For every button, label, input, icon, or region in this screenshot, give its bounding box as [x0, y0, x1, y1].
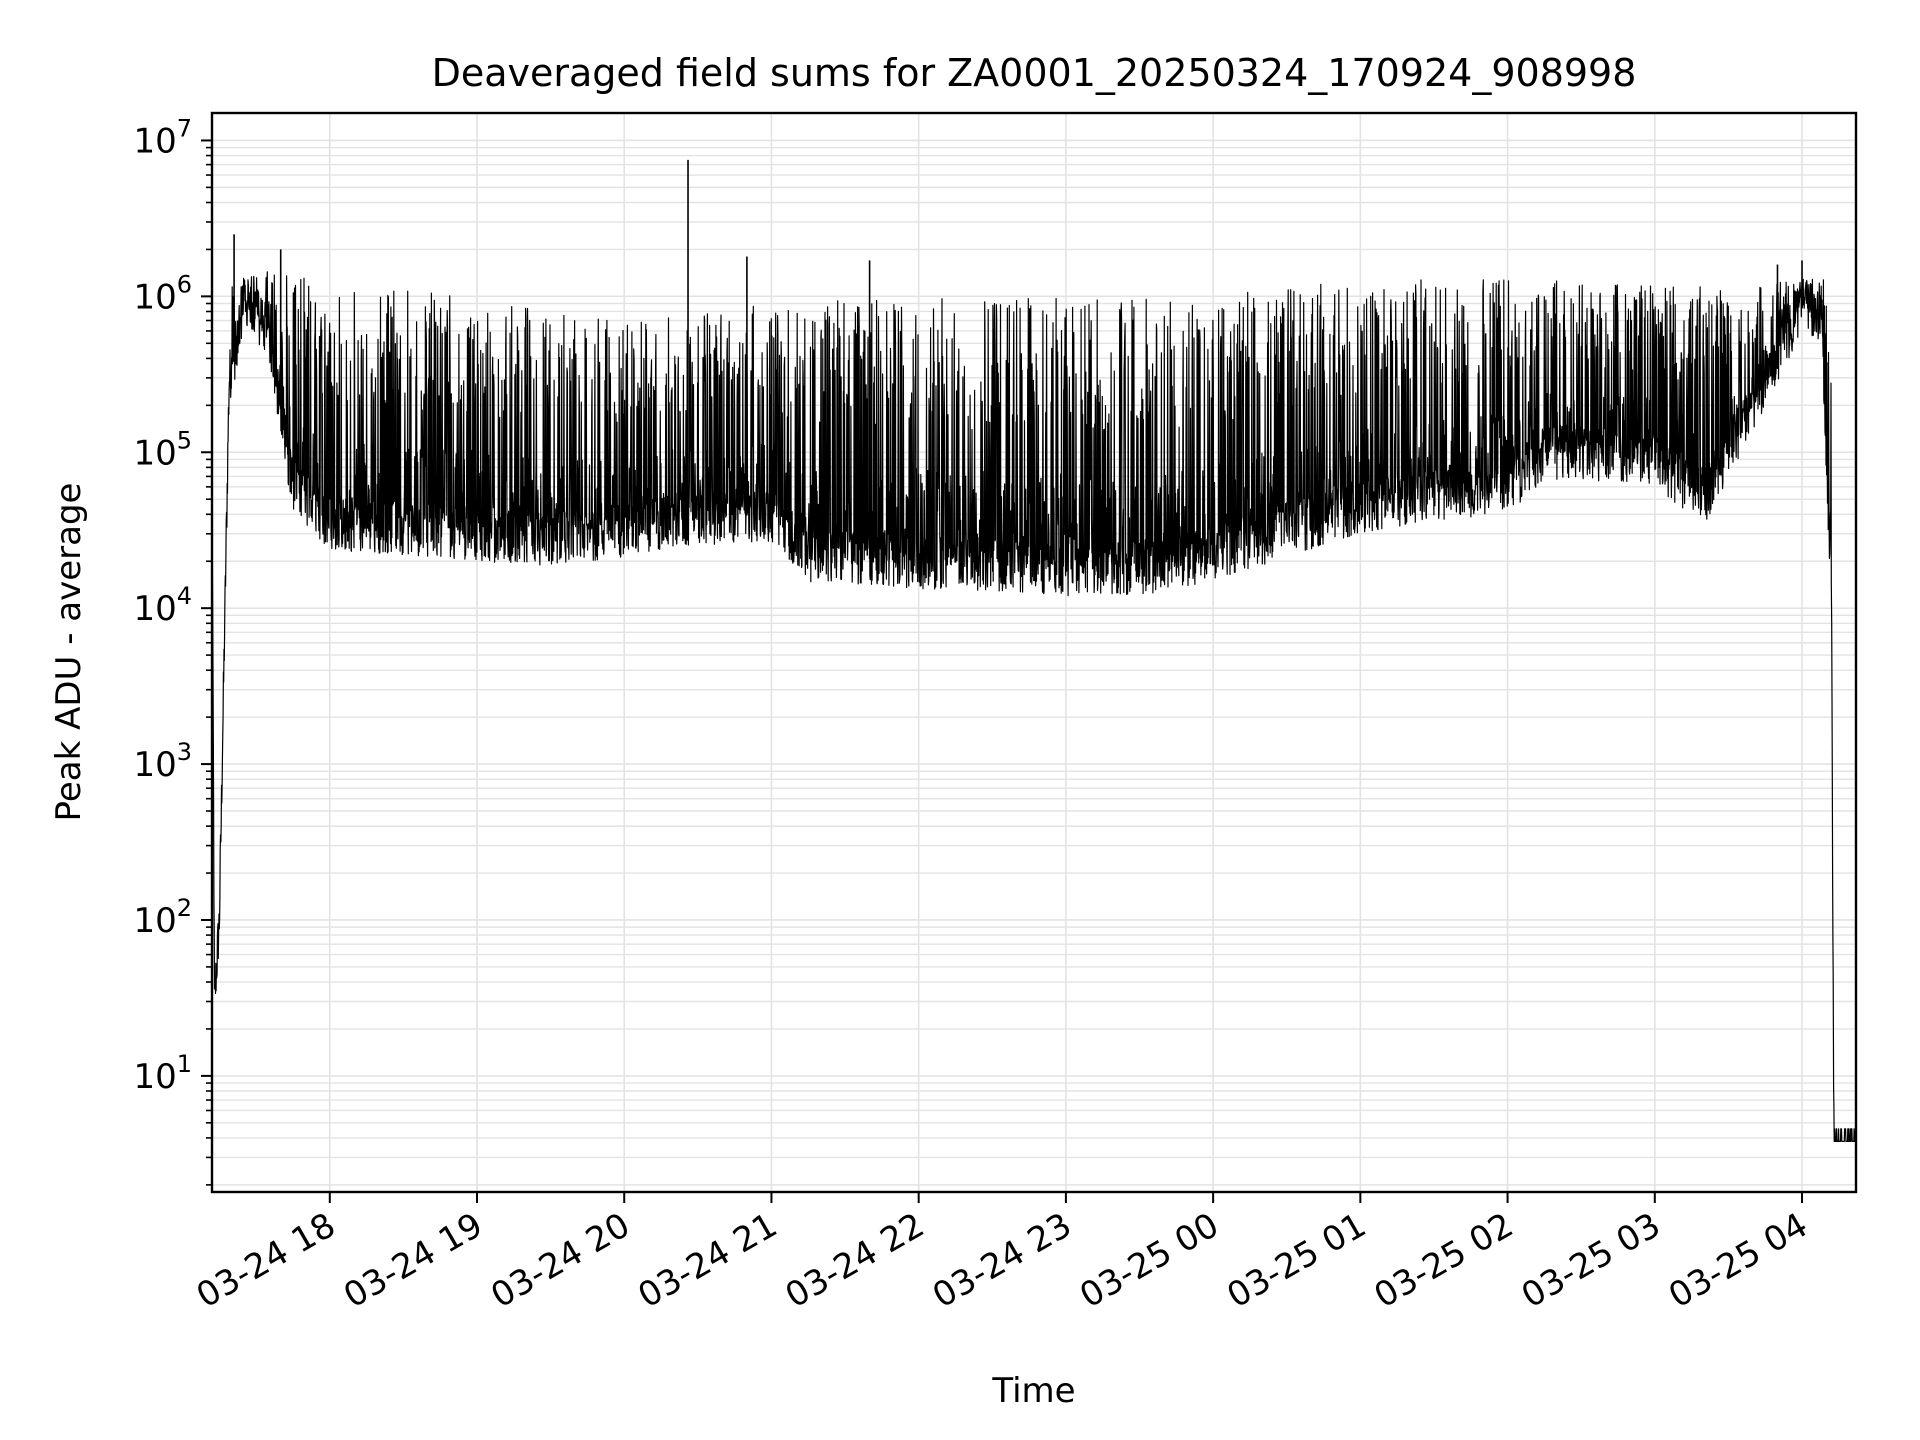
x-tick-label: 03-24 21 [632, 1205, 784, 1316]
y-tick-label: 101 [133, 1050, 192, 1097]
x-tick-label: 03-24 23 [926, 1205, 1078, 1316]
y-tick-label: 107 [133, 114, 192, 161]
y-tick-label: 104 [133, 582, 192, 629]
x-tick-label: 03-25 03 [1515, 1205, 1667, 1316]
x-tick-label: 03-25 01 [1220, 1205, 1372, 1316]
x-axis-label: Time [991, 1371, 1075, 1411]
grid-lines [212, 113, 1856, 1192]
x-tick-label: 03-24 20 [484, 1205, 636, 1316]
x-tick-label: 03-25 02 [1368, 1205, 1520, 1316]
series-path [211, 271, 1857, 1142]
y-axis-label: Peak ADU - average [49, 483, 89, 822]
series-line [211, 159, 1857, 1142]
y-axis: 101 102 103 104 105 106 107 [133, 114, 212, 1186]
y-tick-label: 106 [133, 270, 192, 317]
x-tick-label: 03-24 22 [779, 1205, 931, 1316]
x-tick-label: 03-24 18 [190, 1205, 342, 1316]
plot-frame [210, 111, 1858, 1194]
y-tick-label: 102 [133, 894, 192, 941]
y-tick-label: 105 [133, 426, 192, 473]
y-tick-label: 103 [133, 738, 192, 785]
x-tick-label: 03-25 00 [1073, 1205, 1225, 1316]
x-tick-label: 03-24 19 [337, 1205, 489, 1316]
x-tick-label: 03-25 04 [1662, 1205, 1814, 1316]
chart-title: Deaveraged field sums for ZA0001_2025032… [432, 51, 1637, 95]
